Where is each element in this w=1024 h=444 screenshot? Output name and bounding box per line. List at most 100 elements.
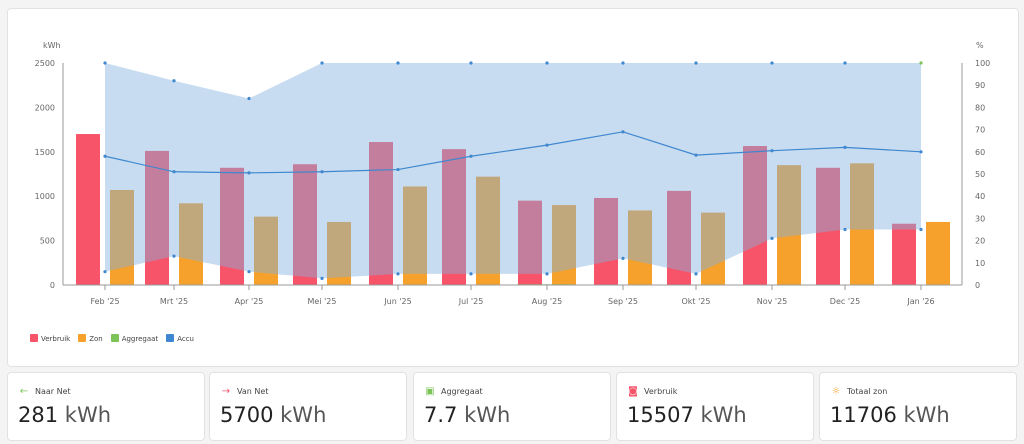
- x-tick-label: Jan '26: [906, 297, 934, 306]
- legend-item-verbruik[interactable]: Verbruik: [30, 334, 70, 343]
- legend-swatch: [110, 334, 119, 342]
- accu-max-point: [621, 61, 625, 65]
- bar-zon: [777, 165, 801, 285]
- stat-value: 5700: [220, 403, 274, 427]
- x-tick-label: Dec '25: [830, 297, 860, 306]
- y-axis-right-label: %: [976, 41, 984, 50]
- legend-item-zon[interactable]: Zon: [78, 334, 103, 343]
- bar-zon: [476, 176, 500, 285]
- legend-swatch: [30, 334, 38, 342]
- x-tick-label: Nov '25: [757, 297, 788, 306]
- stat-label: Totaal zon: [847, 387, 888, 396]
- legend-item-aggregaat[interactable]: Aggregaat: [110, 334, 159, 343]
- bar-verbruik: [518, 200, 542, 285]
- stat-label: Naar Net: [35, 387, 71, 396]
- stat-value-row: 11706 kWh: [830, 403, 950, 427]
- arrow-right-icon: →: [221, 386, 231, 397]
- accu-min-point: [621, 256, 625, 260]
- y-tick-left: 2000: [35, 103, 55, 112]
- legend-item-accu[interactable]: Accu: [166, 334, 194, 343]
- accu-avg-point: [770, 149, 774, 153]
- accu-min-point: [843, 227, 847, 232]
- y-tick-right: 90: [975, 81, 985, 90]
- accu-max-point: [919, 61, 923, 65]
- x-tick-label: Sep '25: [608, 297, 638, 306]
- bar-verbruik: [442, 149, 466, 285]
- legend-label: Aggregaat: [121, 335, 159, 343]
- stat-value: 281: [18, 403, 59, 427]
- stat-unit: kWh: [464, 403, 511, 427]
- bar-verbruik: [145, 150, 169, 285]
- accu-avg-point: [694, 153, 698, 157]
- bar-zon: [628, 210, 652, 285]
- stat-label: Verbruik: [644, 387, 678, 396]
- accu-avg-point: [172, 170, 176, 174]
- accu-max-point: [320, 61, 324, 65]
- accu-max-point: [694, 61, 698, 65]
- accu-max-point: [843, 61, 847, 65]
- stat-card-naar-net: ← Naar Net 281 kWh: [7, 372, 205, 441]
- bar-verbruik: [816, 167, 840, 285]
- y-tick-right: 50: [975, 170, 985, 179]
- bar-zon: [403, 186, 427, 285]
- y-tick-right: 10: [975, 259, 985, 268]
- accu-max-point: [545, 61, 549, 65]
- bar-verbruik: [667, 190, 691, 285]
- y-tick-left: 500: [40, 237, 55, 246]
- y-tick-right: 60: [975, 148, 985, 157]
- stat-card-totaal-zon: ☼ Totaal zon 11706 kWh: [819, 372, 1017, 441]
- bar-verbruik: [892, 223, 916, 285]
- bar-verbruik: [76, 134, 100, 285]
- y-tick-right: 70: [975, 126, 985, 135]
- accu-min-point: [320, 276, 324, 280]
- accu-avg-point: [545, 143, 549, 147]
- accu-avg-point: [396, 167, 400, 172]
- legend-label: Zon: [89, 335, 103, 343]
- accu-min-point: [247, 270, 251, 274]
- sun-icon: ☼: [831, 386, 841, 397]
- stat-value-row: 5700 kWh: [220, 403, 326, 427]
- stat-value: 11706: [830, 403, 897, 427]
- accu-min-point: [919, 227, 923, 232]
- accu-max-point: [172, 79, 176, 83]
- accu-min-point: [469, 272, 473, 276]
- accu-max-point: [247, 96, 251, 101]
- legend-label: Accu: [177, 335, 194, 343]
- stat-unit: kWh: [903, 403, 950, 427]
- bar-zon: [110, 189, 134, 285]
- bar-zon: [701, 212, 725, 285]
- bar-zon: [254, 216, 278, 285]
- stat-card-verbruik: ◙ Verbruik 15507 kWh: [616, 372, 814, 441]
- accu-max-point: [103, 61, 107, 65]
- y-tick-right: 20: [975, 237, 985, 246]
- bar-verbruik: [594, 197, 618, 285]
- stat-value-row: 281 kWh: [18, 403, 111, 427]
- legend-swatch: [78, 334, 87, 342]
- x-tick-label: Aug '25: [532, 297, 563, 306]
- x-tick-label: Mei '25: [308, 297, 337, 306]
- y-axis-left-label: kWh: [43, 41, 61, 50]
- legend-swatch: [166, 334, 175, 342]
- generator-icon: ▣: [425, 386, 435, 397]
- bar-verbruik: [220, 167, 244, 285]
- bar-zon: [179, 203, 203, 285]
- accu-avg-point: [247, 171, 251, 175]
- x-tick-label: Jul '25: [458, 297, 484, 306]
- stat-label: Van Net: [237, 387, 269, 396]
- accu-min-point: [694, 272, 698, 276]
- x-tick-label: Mrt '25: [160, 297, 188, 306]
- chart-legend: Verbruik Zon Aggregaat Accu: [30, 334, 194, 343]
- stat-label: Aggregaat: [441, 387, 483, 396]
- stat-value-row: 7.7 kWh: [424, 403, 510, 427]
- accu-range-area: [105, 63, 921, 279]
- accu-max-point: [396, 61, 400, 65]
- x-tick-label: Jun '25: [383, 297, 411, 306]
- legend-label: Verbruik: [41, 335, 71, 343]
- y-tick-left: 0: [50, 281, 55, 290]
- stat-card-aggregaat: ▣ Aggregaat 7.7 kWh: [413, 372, 611, 441]
- stat-value: 15507: [627, 403, 694, 427]
- accu-avg-point: [320, 170, 324, 174]
- arrow-left-icon: ←: [19, 386, 29, 397]
- stat-card-van-net: → Van Net 5700 kWh: [209, 372, 407, 441]
- bar-zon: [552, 205, 576, 285]
